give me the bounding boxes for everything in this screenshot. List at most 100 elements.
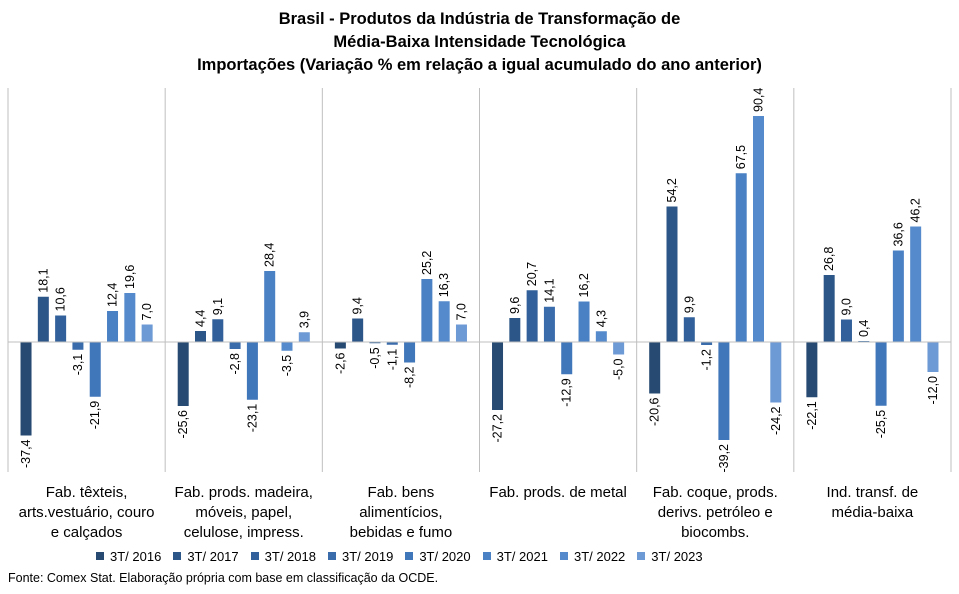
bar-value-label: 20,7	[525, 262, 539, 286]
legend-swatch	[173, 552, 182, 560]
bar	[89, 342, 101, 397]
bar	[509, 318, 521, 342]
legend-label: 3T/ 2017	[187, 548, 239, 564]
bar	[770, 342, 782, 403]
bar-value-label: 28,4	[263, 243, 277, 267]
bar-value-label: 18,1	[36, 268, 50, 292]
bar-value-label: 9,6	[508, 297, 522, 314]
bar	[72, 342, 84, 350]
legend-label: 3T/ 2018	[264, 548, 316, 564]
chart-legend: 3T/ 2016 3T/ 2017 3T/ 2018 3T/ 2019 3T/ 2020…	[96, 547, 715, 565]
bar	[526, 290, 538, 342]
legend-swatch	[405, 552, 414, 560]
bar-value-label: 4,3	[594, 310, 608, 327]
bar	[107, 311, 119, 342]
source-footer: Fonte: Comex Stat. Elaboração própria co…	[8, 571, 439, 585]
bar-value-label: -27,2	[491, 414, 505, 443]
legend-item: 3T/ 2022	[559, 549, 625, 564]
category-label: Fab. prods. de metal	[489, 484, 627, 501]
bar	[753, 116, 764, 342]
bar-value-label: 12,4	[106, 283, 120, 307]
legend-swatch	[327, 552, 336, 560]
bar-value-label: 36,6	[891, 222, 905, 246]
bar	[264, 271, 276, 342]
bar	[910, 226, 922, 342]
bar	[20, 342, 32, 436]
legend-label: 3T/ 2020	[419, 548, 471, 564]
bar	[455, 324, 467, 342]
bar-value-label: -20,6	[648, 397, 662, 426]
legend-label: 3T/ 2019	[341, 548, 394, 564]
bar-value-label: -39,2	[717, 444, 731, 473]
bar	[927, 342, 939, 372]
bar-value-label: 9,4	[351, 297, 365, 314]
bar-value-label: 0,4	[857, 320, 871, 337]
bar-value-label: 9,1	[211, 298, 225, 315]
bar	[421, 279, 433, 342]
bar-value-label: 3,9	[297, 311, 311, 328]
bar	[37, 296, 49, 342]
bar-value-label: 25,2	[420, 251, 434, 275]
bar	[229, 342, 241, 349]
bar	[543, 306, 555, 342]
bar-value-label: 46,2	[909, 198, 923, 222]
bar	[298, 332, 310, 342]
bar-value-label: -8,2	[403, 366, 417, 388]
bar	[492, 342, 504, 410]
bar-value-label: -3,1	[71, 354, 85, 376]
bar-value-label: -24,2	[769, 406, 783, 435]
category-label: Fab. bens alimentícios, bebidas e fumo	[350, 484, 453, 541]
bar	[141, 324, 153, 342]
bar-value-label: 9,0	[839, 298, 853, 315]
legend-item: 3T/ 2018	[250, 548, 316, 564]
bar-value-label: -5,0	[612, 358, 626, 380]
bar	[666, 206, 678, 342]
bar	[352, 318, 364, 342]
bar	[246, 342, 258, 400]
bar-value-label: -0,5	[368, 347, 382, 369]
bar-value-label: 7,0	[140, 303, 154, 320]
bar-value-label: 14,1	[542, 278, 556, 302]
legend-label: 3T/ 2021	[496, 548, 548, 564]
bar	[438, 301, 450, 342]
legend-swatch	[250, 552, 259, 560]
bar	[195, 331, 206, 342]
bar-value-label: -23,1	[245, 404, 259, 433]
bar-value-label: 19,6	[123, 265, 137, 289]
bar	[683, 317, 695, 342]
legend-item: 3T/ 2023	[637, 548, 703, 564]
bar-value-label: -37,4	[19, 439, 33, 468]
chart-title: Brasil - Produtos da Indústria de Transf…	[0, 8, 959, 77]
bar-value-label: -22,1	[805, 401, 819, 430]
bar-value-label: -25,6	[176, 410, 190, 439]
bar-value-label: -3,5	[280, 355, 294, 377]
bar	[613, 342, 625, 355]
legend-item: 3T/ 2017	[173, 548, 239, 564]
legend-item: 3T/ 2019	[327, 548, 394, 564]
chart-title-line-2: Média-Baixa Intensidade Tecnológica	[333, 33, 626, 51]
bar	[334, 342, 346, 349]
bar-value-label: 9,9	[682, 296, 696, 313]
category-label: Fab. prods. madeira, móveis, papel, celulo…	[175, 484, 313, 541]
bar	[701, 342, 713, 345]
bar	[55, 315, 67, 342]
bar-value-label: 4,4	[194, 310, 208, 327]
legend-label: 3T/ 2023	[651, 548, 703, 564]
bar-value-label: 10,6	[54, 287, 68, 311]
bar	[840, 319, 852, 342]
bar-value-label: 54,2	[665, 178, 679, 202]
legend-swatch	[637, 552, 646, 560]
bar	[892, 250, 904, 342]
bar-value-label: 90,4	[752, 88, 766, 112]
bar	[875, 342, 887, 406]
chart-title-line-1: Brasil - Produtos da Indústria de Transf…	[278, 10, 681, 28]
bar	[806, 342, 818, 398]
bar	[212, 319, 224, 342]
legend-swatch	[559, 552, 568, 560]
bar-value-label: -2,6	[333, 352, 347, 374]
bar-value-label: -12,9	[560, 378, 574, 407]
bar-value-label: 16,3	[437, 273, 451, 297]
bar-value-label: -1,2	[700, 349, 714, 371]
bar-value-label: -25,5	[874, 410, 888, 439]
legend-label: 3T/ 2016	[110, 548, 162, 564]
